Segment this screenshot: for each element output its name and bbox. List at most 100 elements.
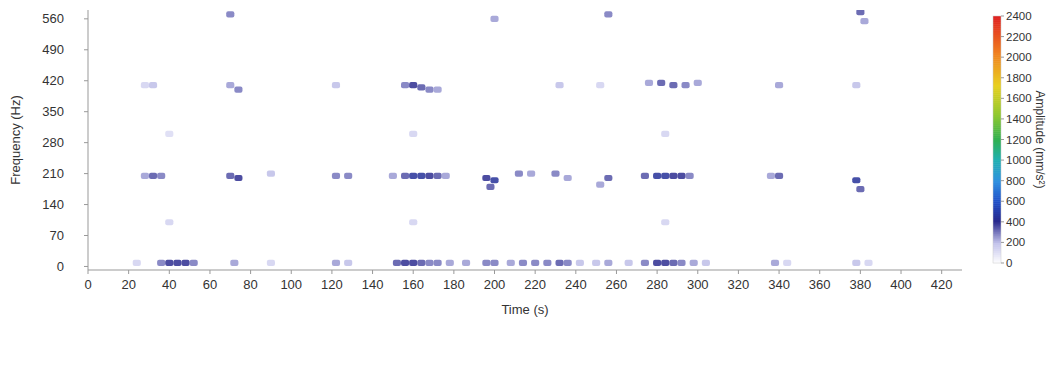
- x-tick: [738, 270, 739, 274]
- x-tick-label: 400: [890, 277, 912, 292]
- colorbar-tick-label: 1800: [1006, 72, 1032, 84]
- cell: [409, 260, 417, 266]
- x-tick: [494, 270, 495, 274]
- cell: [527, 171, 535, 177]
- colorbar-tick: [1001, 263, 1004, 264]
- x-tick: [697, 270, 698, 274]
- cell: [482, 260, 490, 266]
- x-tick-label: 260: [606, 277, 628, 292]
- x-tick: [88, 270, 89, 274]
- cell: [604, 11, 612, 17]
- cell: [852, 260, 860, 266]
- colorbar-tick: [1001, 16, 1004, 17]
- cell: [446, 260, 454, 266]
- x-tick: [819, 270, 820, 274]
- cell: [625, 260, 633, 266]
- x-tick-label: 80: [243, 277, 257, 292]
- cell: [531, 260, 539, 266]
- cell: [690, 260, 698, 266]
- cell: [425, 173, 433, 179]
- y-tick-label: 350: [42, 104, 64, 119]
- cell: [434, 173, 442, 179]
- cell: [657, 80, 665, 86]
- cell: [661, 260, 669, 266]
- x-tick-label: 0: [84, 277, 91, 292]
- colorbar-tick: [1001, 221, 1004, 222]
- cell: [596, 82, 604, 88]
- cell: [543, 260, 551, 266]
- cells: [133, 10, 873, 266]
- cell: [141, 82, 149, 88]
- cell: [226, 82, 234, 88]
- colorbar-tick: [1001, 57, 1004, 58]
- cell: [641, 173, 649, 179]
- cell: [677, 260, 685, 266]
- colorbar-title: Amplitude (mm/s²): [1033, 90, 1047, 188]
- x-tick-label: 420: [931, 277, 953, 292]
- cell: [434, 86, 442, 92]
- x-tick: [169, 270, 170, 274]
- cell: [417, 260, 425, 266]
- colorbar-tick-label: 1000: [1006, 154, 1032, 166]
- cell: [653, 260, 661, 266]
- colorbar-tick-label: 2400: [1006, 10, 1032, 22]
- colorbar-tick-label: 600: [1006, 195, 1025, 207]
- cell: [344, 260, 352, 266]
- cell: [775, 82, 783, 88]
- y-tick-label: 490: [42, 42, 64, 57]
- cell: [149, 173, 157, 179]
- x-tick: [779, 270, 780, 274]
- cell: [669, 260, 677, 266]
- cell: [417, 173, 425, 179]
- cell: [519, 260, 527, 266]
- cell: [490, 260, 498, 266]
- x-tick: [453, 270, 454, 274]
- x-tick-label: 340: [768, 277, 790, 292]
- x-tick: [372, 270, 373, 274]
- x-tick-label: 200: [484, 277, 506, 292]
- cell: [669, 173, 677, 179]
- cell: [490, 177, 498, 183]
- x-tick: [575, 270, 576, 274]
- cell: [434, 260, 442, 266]
- y-axis-title: Frequency (Hz): [8, 95, 23, 185]
- cell: [417, 84, 425, 90]
- cell: [767, 173, 775, 179]
- colorbar-tick-label: 0: [1006, 257, 1012, 269]
- cell: [860, 18, 868, 24]
- colorbar-tick: [1001, 98, 1004, 99]
- cell: [864, 260, 872, 266]
- cell: [555, 82, 563, 88]
- y-tick-label: 70: [50, 228, 64, 243]
- colorbar: 0200400600800100012001400160018002000220…: [993, 10, 1047, 269]
- x-tick: [616, 270, 617, 274]
- x-tick-label: 280: [646, 277, 668, 292]
- cell: [409, 82, 417, 88]
- cell: [686, 173, 694, 179]
- y-tick: [84, 142, 88, 143]
- y-tick-label: 420: [42, 73, 64, 88]
- cell: [783, 260, 791, 266]
- cell: [555, 260, 563, 266]
- colorbar-tick: [1001, 139, 1004, 140]
- chart: 0204060801001201401601802002202402602803…: [0, 0, 1049, 387]
- y-tick: [84, 235, 88, 236]
- x-tick-label: 300: [687, 277, 709, 292]
- x-tick-label: 360: [809, 277, 831, 292]
- colorbar-tick: [1001, 36, 1004, 37]
- y-tick: [84, 266, 88, 267]
- y-tick: [84, 173, 88, 174]
- cell: [856, 186, 864, 192]
- x-tick-label: 240: [565, 277, 587, 292]
- cell: [596, 182, 604, 188]
- cell: [490, 16, 498, 22]
- cell: [332, 82, 340, 88]
- cell: [234, 86, 242, 92]
- x-tick-label: 60: [203, 277, 217, 292]
- cell: [133, 260, 141, 266]
- colorbar-tick-label: 400: [1006, 216, 1025, 228]
- cell: [226, 11, 234, 17]
- x-axis: [88, 270, 962, 271]
- cell: [856, 10, 864, 15]
- cell: [267, 171, 275, 177]
